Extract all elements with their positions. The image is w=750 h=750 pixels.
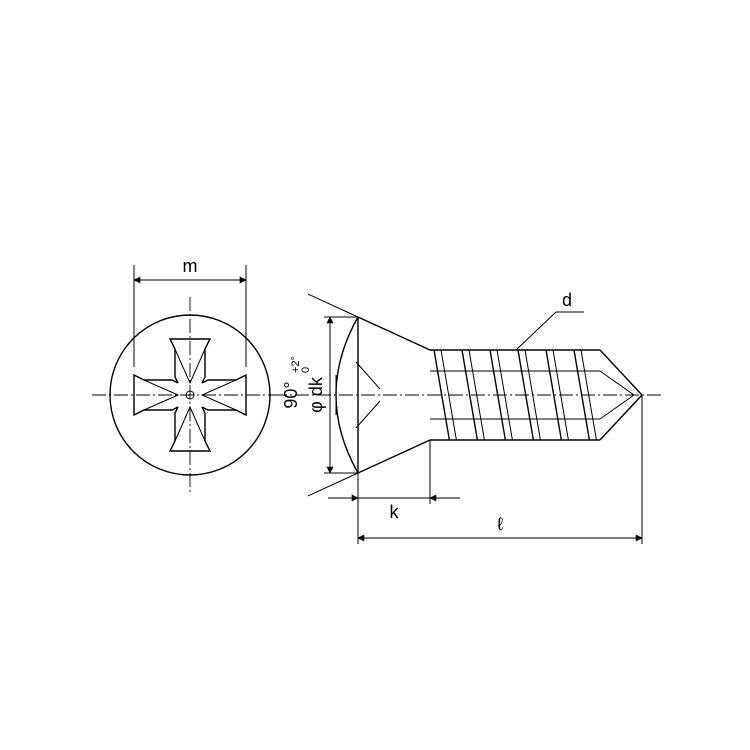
label-d: d xyxy=(562,290,572,310)
label-phi-dk: φ dk xyxy=(306,376,326,413)
label-m: m xyxy=(183,256,198,276)
label-angle-tol-lower: 0 xyxy=(300,367,312,373)
side-view xyxy=(273,294,662,544)
top-view xyxy=(92,265,288,493)
label-angle: 90° xyxy=(281,381,301,408)
cone-top xyxy=(358,317,430,350)
cone-bottom xyxy=(358,440,430,473)
tip-bot xyxy=(600,395,642,440)
label-k: k xyxy=(390,502,400,522)
angle-ray-top xyxy=(308,294,358,317)
leader-d xyxy=(516,312,556,350)
tip-top xyxy=(600,350,642,395)
angle-ray-bot xyxy=(308,473,358,496)
tip-core-bot xyxy=(600,395,634,419)
recess-line xyxy=(356,401,380,428)
tip-core-top xyxy=(600,371,634,395)
label-ell: ℓ xyxy=(497,514,503,534)
recess-line xyxy=(356,362,380,389)
